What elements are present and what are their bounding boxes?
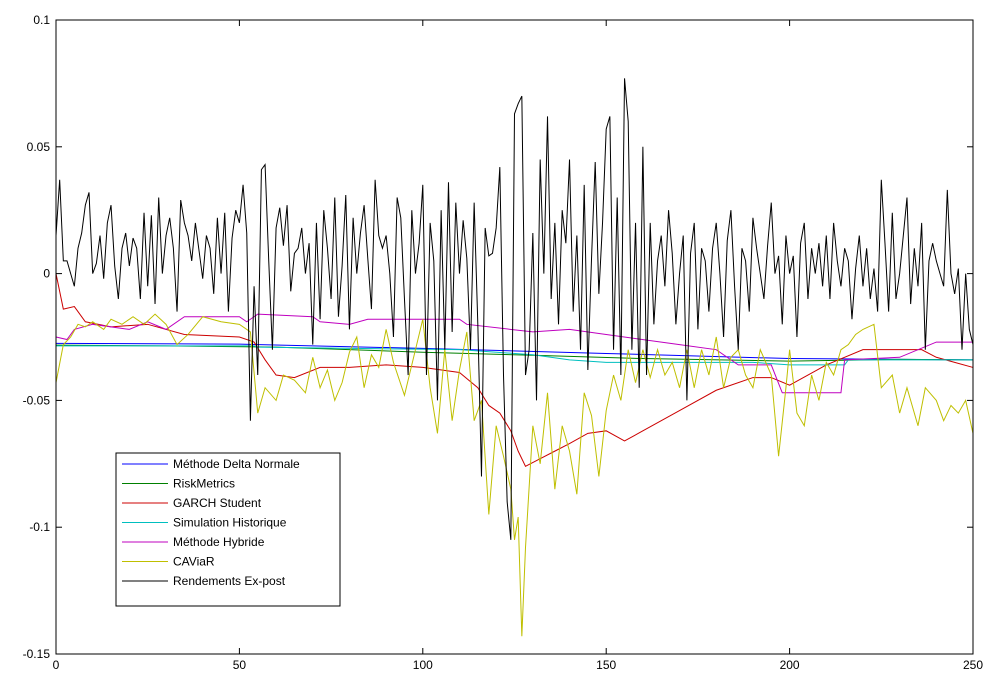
y-tick-label: 0.1 xyxy=(33,13,50,27)
x-tick-label: 0 xyxy=(53,658,60,672)
x-tick-label: 50 xyxy=(233,658,247,672)
series-line-5 xyxy=(55,313,973,394)
series-layer xyxy=(55,78,974,637)
legend-label: GARCH Student xyxy=(173,496,262,510)
series-line-7 xyxy=(55,78,974,540)
legend-label: Méthode Delta Normale xyxy=(173,457,300,471)
x-tick-label: 100 xyxy=(413,658,433,672)
y-tick-label: -0.05 xyxy=(23,393,51,407)
tick-layer: 0 50 100 150 200 250 0.1 0.05 0 -0.05 -0.1 -0.15 xyxy=(23,13,983,672)
y-tick-label: -0.15 xyxy=(23,647,51,661)
legend-label: Méthode Hybride xyxy=(173,535,265,549)
plot-frame xyxy=(55,19,974,655)
series-line-6 xyxy=(55,313,974,637)
x-tick-label: 200 xyxy=(780,658,800,672)
y-tick-label: 0.05 xyxy=(27,140,51,154)
x-tick-label: 150 xyxy=(596,658,616,672)
legend-label: CAViaR xyxy=(173,555,215,569)
series-line-1 xyxy=(55,342,974,361)
series-line-3 xyxy=(55,273,974,468)
y-tick-label: -0.1 xyxy=(29,520,50,534)
legend-label: Rendements Ex-post xyxy=(173,574,286,588)
legend-label: Simulation Historique xyxy=(173,516,287,530)
y-tick-label: 0 xyxy=(43,267,50,281)
legend: Méthode Delta Normale RiskMetrics GARCH St… xyxy=(115,452,341,607)
x-tick-label: 250 xyxy=(963,658,983,672)
legend-label: RiskMetrics xyxy=(173,477,235,491)
